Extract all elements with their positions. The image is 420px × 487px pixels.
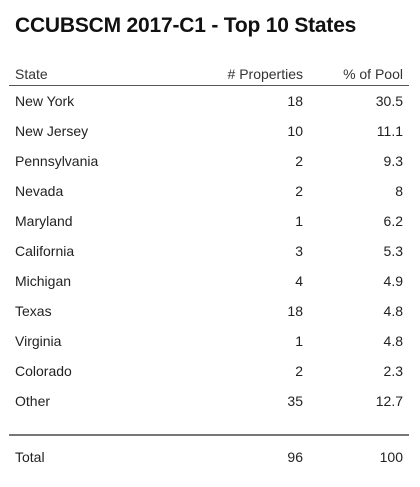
table-spacer	[9, 416, 409, 435]
table-row: Virginia 1 4.8	[9, 326, 409, 356]
state-cell: Nevada	[15, 183, 64, 199]
properties-cell: 3	[295, 243, 303, 259]
pool-cell: 8	[395, 183, 403, 199]
state-cell: California	[15, 243, 75, 259]
page-title: CCUBSCM 2017-C1 - Top 10 States	[15, 14, 357, 37]
column-header-properties: # Properties	[209, 62, 309, 86]
table-row: Other 35 12.7	[9, 386, 409, 416]
state-cell: Texas	[15, 303, 52, 319]
total-label: Total	[9, 434, 209, 478]
properties-cell: 18	[287, 93, 303, 109]
table-row: Maryland 1 6.2	[9, 206, 409, 236]
pool-cell: 4.9	[383, 273, 403, 289]
state-cell: New York	[15, 93, 75, 109]
properties-cell: 2	[295, 153, 303, 169]
properties-cell: 1	[295, 333, 303, 349]
pool-cell: 4.8	[383, 333, 403, 349]
column-header-state: State	[9, 62, 209, 86]
pool-cell: 12.7	[375, 393, 403, 409]
state-cell: Pennsylvania	[15, 153, 99, 169]
table-row: New York 18 30.5	[9, 86, 409, 117]
properties-cell: 35	[287, 393, 303, 409]
properties-cell: 2	[295, 363, 303, 379]
pool-cell: 2.3	[383, 363, 403, 379]
total-row: Total 96 100	[9, 434, 409, 478]
total-pool: 100	[309, 434, 409, 478]
table-row: Michigan 4 4.9	[9, 266, 409, 296]
table-row: Colorado 2 2.3	[9, 356, 409, 386]
pool-cell: 9.3	[383, 153, 403, 169]
table-row: Pennsylvania 2 9.3	[9, 146, 409, 176]
state-cell: Other	[15, 393, 51, 409]
table-row: Nevada 2 8	[9, 176, 409, 206]
header-row: State # Properties % of Pool	[9, 62, 409, 86]
table-row: New Jersey 10 11.1	[9, 116, 409, 146]
states-table: State # Properties % of Pool New York 18…	[9, 62, 409, 478]
properties-cell: 10	[287, 123, 303, 139]
pool-cell: 6.2	[383, 213, 403, 229]
state-cell: New Jersey	[15, 123, 89, 139]
properties-cell: 2	[295, 183, 303, 199]
pool-cell: 30.5	[375, 93, 403, 109]
properties-cell: 4	[295, 273, 303, 289]
column-header-pool: % of Pool	[309, 62, 409, 86]
pool-cell: 5.3	[383, 243, 403, 259]
total-properties: 96	[209, 434, 309, 478]
table-row: Texas 18 4.8	[9, 296, 409, 326]
properties-cell: 18	[287, 303, 303, 319]
state-cell: Virginia	[15, 333, 62, 349]
state-cell: Michigan	[15, 273, 72, 289]
properties-cell: 1	[295, 213, 303, 229]
state-cell: Maryland	[15, 213, 73, 229]
pool-cell: 4.8	[383, 303, 403, 319]
pool-cell: 11.1	[376, 123, 403, 139]
table-row: California 3 5.3	[9, 236, 409, 266]
state-cell: Colorado	[15, 363, 72, 379]
